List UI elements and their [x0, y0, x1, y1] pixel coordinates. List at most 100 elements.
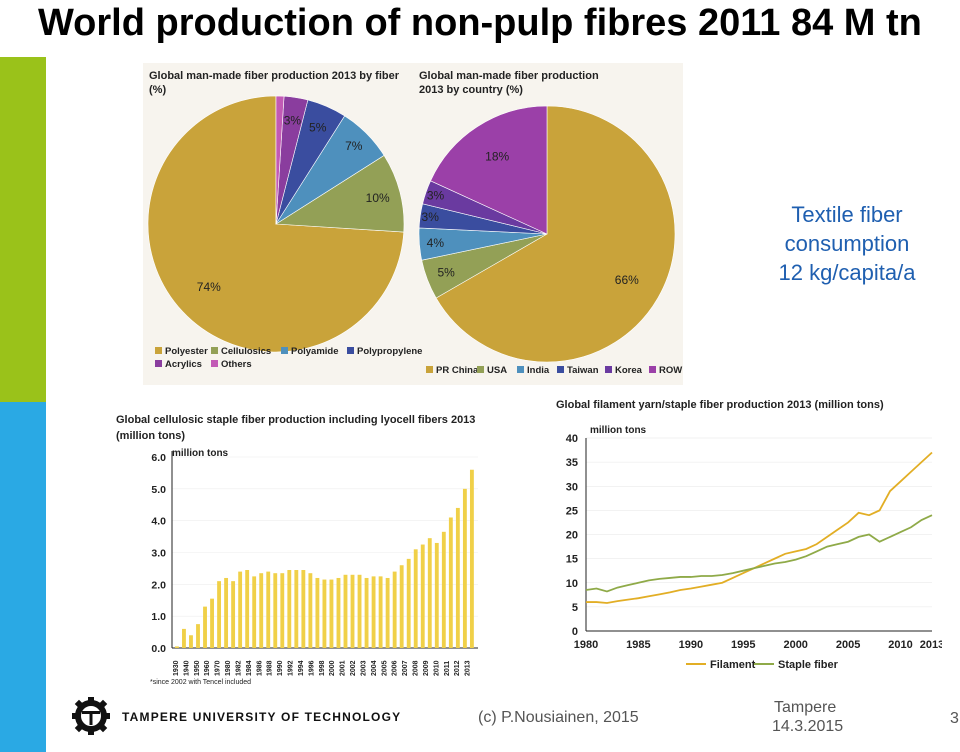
bar — [420, 544, 425, 648]
bar-xtick-label: 2011 — [444, 661, 451, 676]
bar — [252, 576, 257, 648]
bar — [224, 577, 229, 648]
pie2-label-taiwan: 3% — [422, 210, 440, 224]
bar — [182, 628, 186, 648]
band-green — [0, 57, 46, 402]
pie-charts-svg: 74% 10% 7% 5% 3% 66% 5% 4% 3% 3% 18% Polyester Cel… — [147, 95, 682, 376]
bar-xtick-label: 1996 — [308, 660, 315, 676]
pie1-label-polypropylene: 5% — [309, 121, 327, 135]
bar-ytick-label: 3.0 — [151, 548, 166, 560]
bar-xtick-label: 1940 — [183, 660, 190, 676]
bar-xtick-label: 1970 — [215, 660, 222, 676]
pie2-label-korea: 3% — [427, 188, 445, 202]
pie2-label-india: 4% — [427, 236, 445, 250]
bar — [315, 577, 320, 648]
pie2-legend-taiwan: Taiwan — [567, 365, 599, 376]
bar-xtick-label: 2013 — [465, 660, 472, 676]
bar-ytick-label: 1.0 — [151, 611, 166, 623]
bar-xtick-label: 2007 — [402, 660, 409, 676]
bar-xtick-label: 2001 — [340, 660, 347, 676]
pie2-legend-swatch-usa — [477, 366, 484, 373]
band-blue — [0, 402, 46, 752]
bar-ytick-label: 4.0 — [151, 516, 166, 528]
pie1-label-polyamide: 7% — [345, 139, 363, 153]
pie1-legend-others: Others — [221, 359, 252, 370]
bar — [357, 574, 362, 648]
line-chart-svg: 0 5 10 15 20 25 30 35 40 million tons 1980 1985 1990… — [566, 425, 942, 671]
pie1-legend-polypropylene: Polypropylene — [357, 346, 422, 357]
bar-xtick-label: 1998 — [319, 660, 326, 676]
pie2-legend-row: ROW — [659, 365, 682, 376]
bar — [434, 542, 439, 648]
bar-xtick-label: 2012 — [454, 660, 461, 676]
pie1-legend-swatch-acrylics — [155, 360, 162, 367]
line-xtick-label: 2013 — [920, 639, 942, 651]
bar — [280, 573, 285, 648]
pie2-label-pr-china: 66% — [615, 273, 639, 287]
bar-xtick-label: 2000 — [329, 660, 336, 676]
bar-xtick-label: 1990 — [277, 660, 284, 676]
pie2-label-usa: 5% — [437, 266, 455, 280]
pie2-legend-swatch-india — [517, 366, 524, 373]
bar-ytick-label: 2.0 — [151, 579, 166, 591]
side-note-line-2: consumption — [784, 231, 910, 256]
slide-title: World production of non-pulp fibres 2011… — [38, 2, 922, 44]
line-ytick-label: 40 — [566, 433, 578, 445]
pie2-label-row: 18% — [485, 149, 509, 163]
bar — [441, 531, 446, 648]
bar — [259, 573, 264, 648]
pie1-title: Global man-made fiber production 2013 by… — [149, 70, 399, 96]
side-note: Textile fiber consumption 12 kg/capita/a — [752, 200, 942, 287]
pie1-legend-swatch-polypropylene — [347, 347, 354, 354]
line-ytick-label: 25 — [566, 505, 578, 517]
line-ytick-label: 30 — [566, 481, 578, 493]
bar — [455, 507, 460, 648]
pie-panel: Global man-made fiber production 2013 by… — [143, 63, 683, 385]
bar — [273, 573, 278, 648]
pie1-legend-swatch-polyamide — [281, 347, 288, 354]
bar-chart-svg: 0.0 1.0 2.0 3.0 4.0 5.0 6.0 million tons 1930 194… — [150, 448, 478, 686]
pie2-legend-swatch-pr-china — [426, 366, 433, 373]
pie1-legend-acrylics: Acrylics — [165, 359, 202, 370]
line-ylabel: million tons — [590, 425, 647, 436]
line-xtick-label: 1995 — [731, 639, 755, 651]
bar-xtick-label: 2008 — [413, 660, 420, 676]
bar — [350, 574, 355, 648]
line-ytick-label: 10 — [566, 578, 578, 590]
bar-xtick-label: 1982 — [235, 660, 242, 676]
bar-xtick-label: 1992 — [288, 660, 295, 676]
line-panel: Global filament yarn/staple fiber produc… — [552, 393, 942, 675]
author-credit: (c) P.Nousiainen, 2015 — [478, 709, 639, 726]
bar-xtick-label: 2009 — [423, 660, 430, 676]
bar-xtick-label: 2005 — [381, 660, 388, 676]
pie1-legend-swatch-polyester — [155, 347, 162, 354]
bar — [427, 538, 432, 648]
pie1-legend-swatch-others — [211, 360, 218, 367]
bar — [322, 579, 327, 648]
bar-ytick-label: 0.0 — [151, 643, 166, 655]
bar — [238, 571, 243, 648]
bar — [385, 577, 390, 648]
bar-ytick-label: 6.0 — [151, 452, 166, 464]
line-xtick-label: 1990 — [679, 639, 703, 651]
bar — [406, 558, 411, 648]
line-title: Global filament yarn/staple fiber produc… — [556, 399, 884, 411]
bar — [245, 570, 250, 648]
bar-ytick-label: 5.0 — [151, 484, 166, 496]
side-note-line-1: Textile fiber — [791, 202, 903, 227]
bar — [399, 565, 404, 648]
line-xtick-label: 2000 — [783, 639, 807, 651]
pie2-title: Global man-made fiber production 2013 by… — [419, 70, 599, 96]
pie1-slice-cellulosics — [275, 155, 405, 233]
bar-xtick-label: 2006 — [392, 660, 399, 676]
pie1-legend-swatch-cellulosics — [211, 347, 218, 354]
pie1-legend-polyester: Polyester — [165, 346, 208, 357]
page-number: 3 — [950, 710, 959, 727]
bar — [462, 488, 467, 648]
pie1-label-acrylics: 3% — [284, 113, 302, 127]
bar-xtick-label: 1994 — [298, 660, 305, 676]
line-ytick-label: 0 — [572, 626, 578, 638]
line-ytick-label: 5 — [572, 602, 578, 614]
bar-footnote: *since 2002 with Tencel included — [150, 679, 251, 686]
pie2-legend-swatch-row — [649, 366, 656, 373]
